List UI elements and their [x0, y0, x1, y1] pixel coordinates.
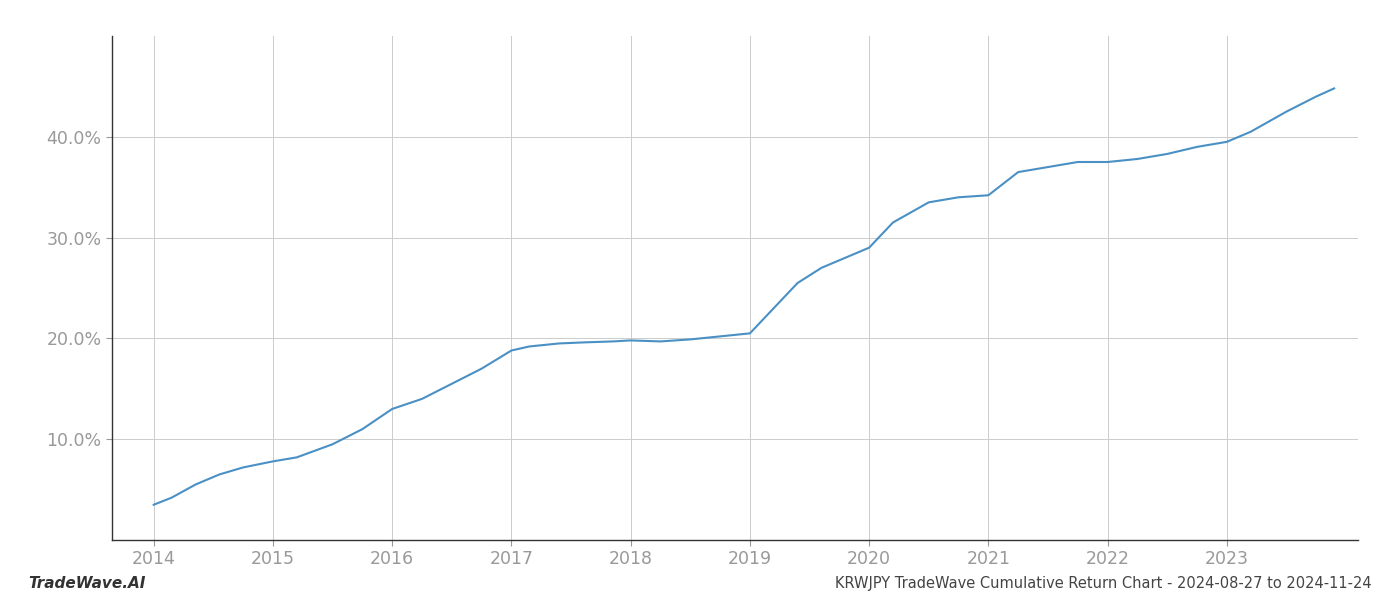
Text: TradeWave.AI: TradeWave.AI — [28, 576, 146, 591]
Text: KRWJPY TradeWave Cumulative Return Chart - 2024-08-27 to 2024-11-24: KRWJPY TradeWave Cumulative Return Chart… — [836, 576, 1372, 591]
